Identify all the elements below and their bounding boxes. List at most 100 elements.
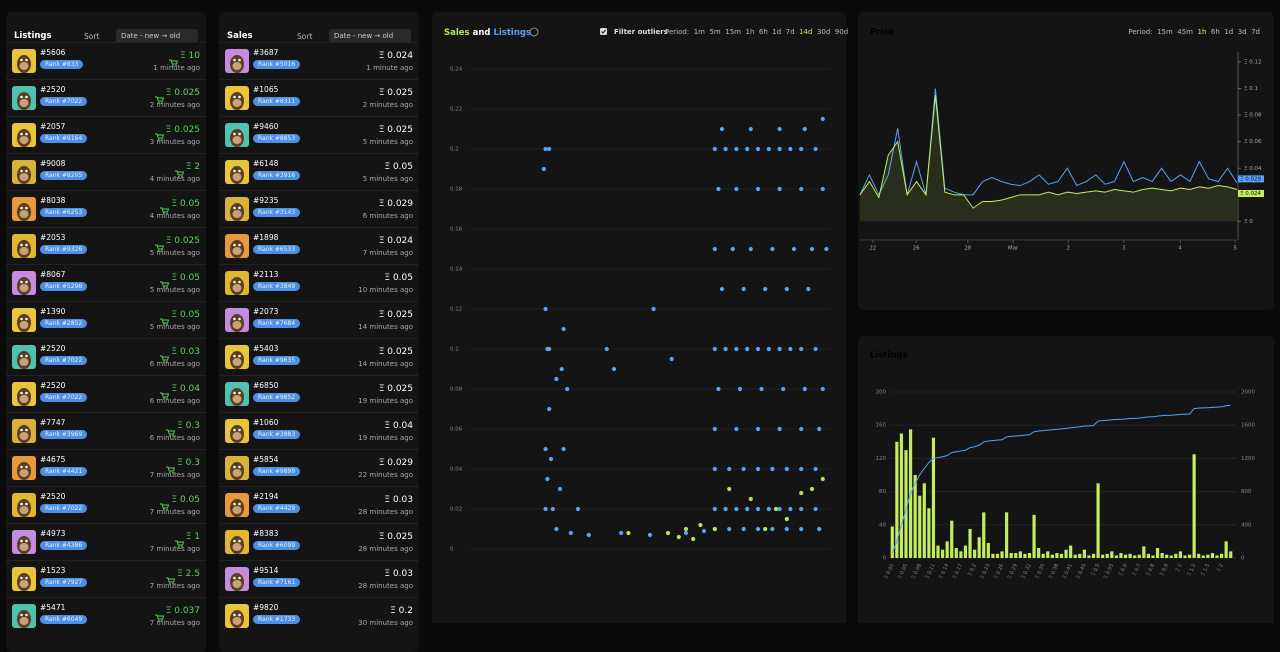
period-option[interactable]: 1d <box>772 28 781 36</box>
list-row[interactable]: #1060 Rank #3883 Ξ 0.04 19 minutes ago <box>219 412 419 450</box>
list-row[interactable]: #6850 Rank #9852 Ξ 0.025 19 minutes ago <box>219 375 419 413</box>
bar <box>922 483 926 558</box>
time: 6 minutes ago <box>149 397 200 405</box>
list-row[interactable]: #2073 Rank #7684 Ξ 0.025 14 minutes ago <box>219 301 419 339</box>
list-row[interactable]: #2053 Rank #9326 Ξ 0.025 5 minutes ago <box>6 227 206 265</box>
cart <box>160 355 170 363</box>
list-row[interactable]: #2057 Rank #9164 Ξ 0.025 3 minutes ago <box>6 116 206 154</box>
period-option[interactable]: 15m <box>1157 28 1173 36</box>
list-row[interactable]: #2113 Rank #3849 Ξ 0.05 10 minutes ago <box>219 264 419 302</box>
period-option[interactable]: 3d <box>1238 28 1247 36</box>
price: Ξ 0.025 <box>165 125 200 135</box>
list-row[interactable]: #6148 Rank #3916 Ξ 0.05 5 minutes ago <box>219 153 419 191</box>
rank-badge: Rank #7022 <box>40 504 88 513</box>
point <box>554 526 559 532</box>
avatar <box>225 308 249 332</box>
time: 1 minute ago <box>366 64 413 72</box>
list-row[interactable]: #5854 Rank #9899 Ξ 0.029 22 minutes ago <box>219 449 419 487</box>
y-tick-label: 160 <box>876 423 887 429</box>
list-row[interactable]: #8383 Rank #6099 Ξ 0.025 28 minutes ago <box>219 523 419 561</box>
period-option[interactable]: 1d <box>1224 28 1233 36</box>
avatar <box>12 308 36 332</box>
token-id: #5471 <box>40 603 66 612</box>
period-option[interactable]: 7d <box>1251 28 1260 36</box>
period-option[interactable]: 15m <box>725 28 741 36</box>
list-row[interactable]: #2520 Rank #7022 Ξ 0.025 2 minutes ago <box>6 79 206 117</box>
bar <box>1046 551 1050 558</box>
period-option[interactable]: 90d <box>835 28 848 36</box>
point <box>748 246 753 252</box>
point <box>545 476 550 482</box>
ape <box>17 425 31 443</box>
period-option[interactable]: 1h <box>745 28 754 36</box>
list-row[interactable]: #8038 Rank #6253 Ξ 0.05 4 minutes ago <box>6 190 206 228</box>
point <box>777 506 782 512</box>
list-row[interactable]: #1898 Rank #6533 Ξ 0.024 7 minutes ago <box>219 227 419 265</box>
cart <box>155 614 165 622</box>
x-tick-label: 28 <box>964 246 971 252</box>
end-label: Ξ 0.024 <box>1240 191 1261 197</box>
token-id: #8067 <box>40 270 66 279</box>
list-row[interactable]: #3687 Rank #5016 Ξ 0.024 1 minute ago <box>219 42 419 80</box>
bar <box>1000 551 1004 558</box>
cart-icon <box>166 570 176 589</box>
point <box>799 146 804 152</box>
point <box>770 526 775 532</box>
period-option[interactable]: 14d <box>799 28 812 36</box>
list-row[interactable]: #2520 Rank #7022 Ξ 0.05 7 minutes ago <box>6 486 206 524</box>
point <box>809 486 815 492</box>
point <box>701 528 707 534</box>
period-option[interactable]: 1h <box>1198 28 1207 36</box>
period-option[interactable]: 5m <box>709 28 720 36</box>
point <box>712 426 717 432</box>
list-row[interactable]: #7747 Rank #3969 Ξ 0.3 6 minutes ago <box>6 412 206 450</box>
time: 7 minutes ago <box>149 471 200 479</box>
price: Ξ 0.05 <box>384 273 413 283</box>
point <box>820 116 825 122</box>
list-row[interactable]: #9235 Rank #3143 Ξ 0.029 6 minutes ago <box>219 190 419 228</box>
ape <box>17 388 31 406</box>
bar <box>1064 549 1068 558</box>
cart <box>160 281 170 289</box>
list-row[interactable]: #5403 Rank #9635 Ξ 0.025 14 minutes ago <box>219 338 419 376</box>
period-option[interactable]: 6h <box>759 28 768 36</box>
point <box>626 530 631 536</box>
list-row[interactable]: #9514 Rank #7161 Ξ 0.03 28 minutes ago <box>219 560 419 598</box>
period-option[interactable]: 30d <box>817 28 830 36</box>
ape <box>17 129 31 147</box>
list-row[interactable]: #1523 Rank #7927 Ξ 2.5 7 minutes ago <box>6 560 206 598</box>
list-row[interactable]: #5606 Rank #833 Ξ 10 1 minute ago <box>6 42 206 80</box>
rank-badge: Rank #3916 <box>253 171 301 180</box>
list-row[interactable]: #1065 Rank #8311 Ξ 0.025 2 minutes ago <box>219 79 419 117</box>
list-row[interactable]: #4675 Rank #4421 Ξ 0.3 7 minutes ago <box>6 449 206 487</box>
price: Ξ 0.029 <box>378 199 413 209</box>
list-row[interactable]: #9460 Rank #8853 Ξ 0.025 5 minutes ago <box>219 116 419 154</box>
filter-checkbox[interactable] <box>600 28 607 35</box>
avatar <box>12 86 36 110</box>
list-row[interactable]: #2520 Rank #7022 Ξ 0.03 6 minutes ago <box>6 338 206 376</box>
period-option[interactable]: 7d <box>786 28 795 36</box>
list-row[interactable]: #8067 Rank #5298 Ξ 0.05 5 minutes ago <box>6 264 206 302</box>
token-id: #4675 <box>40 455 66 464</box>
list-row[interactable]: #2520 Rank #7022 Ξ 0.04 6 minutes ago <box>6 375 206 413</box>
period-option[interactable]: 45m <box>1177 28 1193 36</box>
list-row[interactable]: #1390 Rank #2852 Ξ 0.05 5 minutes ago <box>6 301 206 339</box>
avatar <box>12 234 36 258</box>
period-option[interactable]: 6h <box>1211 28 1220 36</box>
rank-badge: Rank #8853 <box>253 134 301 143</box>
rank-badge: Rank #4421 <box>40 467 88 476</box>
period-option[interactable]: 1m <box>694 28 705 36</box>
point <box>755 526 761 532</box>
list-row[interactable]: #2194 Rank #4429 Ξ 0.03 28 minutes ago <box>219 486 419 524</box>
bar <box>1192 454 1196 558</box>
avatar <box>12 567 36 591</box>
info-icon[interactable] <box>529 27 539 37</box>
time: 19 minutes ago <box>358 397 413 405</box>
point <box>559 366 564 372</box>
list-row[interactable]: #4973 Rank #4386 Ξ 1 7 minutes ago <box>6 523 206 561</box>
bar <box>991 553 995 558</box>
point <box>799 426 804 432</box>
point <box>748 126 753 132</box>
list-row[interactable]: #9008 Rank #8205 Ξ 2 4 minutes ago <box>6 153 206 191</box>
point <box>730 246 735 252</box>
